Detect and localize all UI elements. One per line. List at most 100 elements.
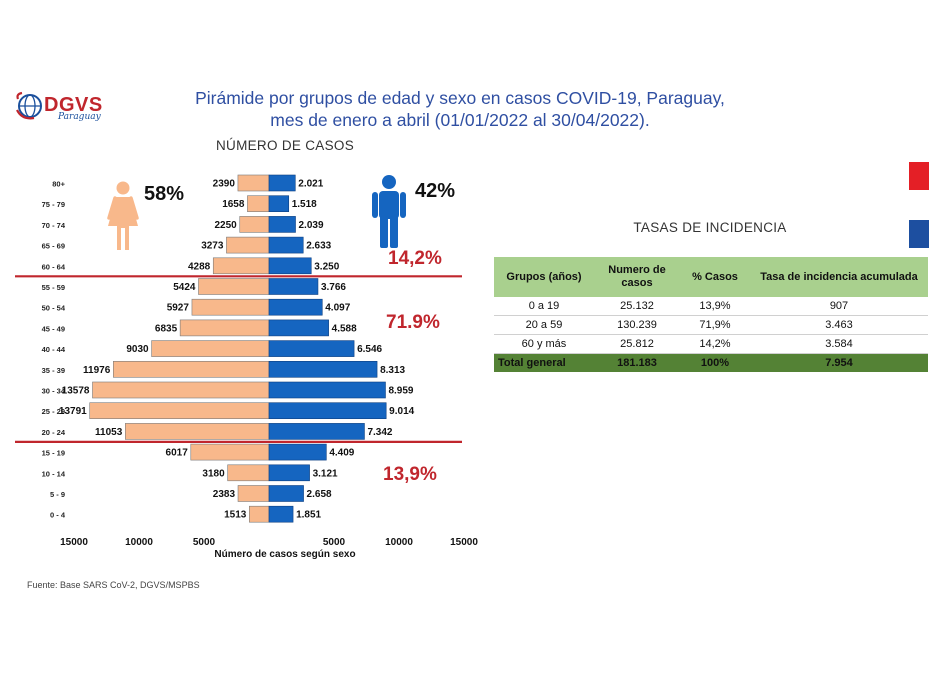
age-category-label: 80+ xyxy=(52,180,65,189)
table-cell: 907 xyxy=(750,297,928,316)
female-value-label: 2383 xyxy=(213,489,236,500)
male-figure-icon xyxy=(372,175,406,248)
dgvs-logo: DGVS Paraguay xyxy=(14,90,114,126)
table-cell: 130.239 xyxy=(594,315,680,335)
male-value-label: 1.518 xyxy=(292,199,317,210)
female-value-label: 11053 xyxy=(95,427,123,438)
male-value-label: 3.766 xyxy=(321,282,346,293)
female-bar xyxy=(151,340,270,357)
female-value-label: 2390 xyxy=(213,179,236,190)
pyramid-bars: 80+ 2390 2.021 75 - 79 1658 1.518 70 - 74 2250 2… xyxy=(15,174,462,523)
male-bar xyxy=(268,257,312,275)
group-percent-20-59: 71.9% xyxy=(386,312,440,333)
table-row: 0 a 19 25.132 13,9% 907 xyxy=(494,297,928,316)
pyramid-x-ticks: 15000 10000 5000 5000 10000 15000 xyxy=(60,537,478,548)
age-category-label: 65 - 69 xyxy=(42,242,65,251)
female-bar xyxy=(226,236,270,254)
age-category-label: 50 - 54 xyxy=(42,304,66,313)
table-header-cell: Tasa de incidencia acumulada xyxy=(750,257,928,297)
female-percent: 58% xyxy=(144,183,185,205)
male-percent: 42% xyxy=(415,180,456,202)
female-bar xyxy=(227,464,270,482)
female-bar xyxy=(198,278,270,295)
x-tick-label: 10000 xyxy=(125,537,153,548)
female-figure-icon xyxy=(107,181,139,250)
table-header-cell: Grupos (años) xyxy=(494,257,594,297)
table-cell: 25.132 xyxy=(594,297,680,316)
male-value-label: 4.409 xyxy=(329,448,354,459)
x-tick-label: 15000 xyxy=(450,537,478,548)
table-cell: 71,9% xyxy=(680,315,750,335)
female-bar xyxy=(113,360,270,378)
female-value-label: 3180 xyxy=(202,468,225,479)
female-bar xyxy=(190,443,270,461)
male-bar xyxy=(268,236,304,254)
female-bar xyxy=(237,174,270,192)
male-bar xyxy=(268,195,290,212)
male-value-label: 4.097 xyxy=(325,303,350,314)
page-title: Pirámide por grupos de edad y sexo en ca… xyxy=(140,87,780,131)
flag-red-stripe xyxy=(909,162,929,190)
female-value-label: 6835 xyxy=(155,323,178,334)
age-category-label: 75 - 79 xyxy=(42,200,65,209)
male-value-label: 9.014 xyxy=(389,406,414,417)
table-cell: Total general xyxy=(494,353,594,372)
female-value-label: 1658 xyxy=(222,199,245,210)
male-bar xyxy=(268,298,323,316)
female-bar xyxy=(191,298,270,316)
table-cell: 60 y más xyxy=(494,334,594,354)
globe-icon xyxy=(16,91,42,120)
table-cell: 3.463 xyxy=(750,315,928,335)
female-value-label: 5424 xyxy=(173,282,196,293)
female-value-label: 3273 xyxy=(201,241,224,252)
male-value-label: 3.250 xyxy=(314,261,339,272)
age-category-label: 10 - 14 xyxy=(42,469,66,478)
table-header-row: Grupos (años) Numero de casos % Casos Ta… xyxy=(494,257,928,297)
age-category-label: 30 - 34 xyxy=(42,387,66,396)
age-category-label: 45 - 49 xyxy=(42,324,65,333)
female-bar xyxy=(247,195,270,212)
female-bar xyxy=(92,381,270,399)
male-value-label: 2.039 xyxy=(299,220,324,231)
x-tick-label: 15000 xyxy=(60,537,88,548)
x-tick-label: 5000 xyxy=(323,537,346,548)
incidence-rates-table: Grupos (años) Numero de casos % Casos Ta… xyxy=(494,257,928,372)
table-cell: 0 a 19 xyxy=(494,297,594,316)
female-bar xyxy=(237,485,270,502)
x-tick-label: 10000 xyxy=(385,537,413,548)
table-cell: 100% xyxy=(680,353,750,372)
flag-blue-stripe xyxy=(909,220,929,248)
male-value-label: 6.546 xyxy=(357,344,382,355)
table-row: 60 y más 25.812 14,2% 3.584 xyxy=(494,334,928,354)
male-bar xyxy=(268,423,365,440)
female-bar xyxy=(89,402,270,420)
male-bar xyxy=(268,381,386,399)
age-category-label: 55 - 59 xyxy=(42,283,65,292)
x-tick-label: 5000 xyxy=(193,537,216,548)
table-cell: 3.584 xyxy=(750,334,928,354)
rates-heading: TASAS DE INCIDENCIA xyxy=(633,220,787,235)
female-value-label: 2250 xyxy=(215,220,238,231)
male-bar xyxy=(268,216,296,233)
title-line-2: mes de enero a abril (01/01/2022 al 30/0… xyxy=(270,110,650,130)
table-cell: 14,2% xyxy=(680,334,750,354)
female-value-label: 1513 xyxy=(224,510,247,521)
male-bar xyxy=(268,278,319,295)
table-cell: 7.954 xyxy=(750,353,928,372)
age-category-label: 15 - 19 xyxy=(42,449,65,458)
female-bar xyxy=(125,423,270,440)
male-bar xyxy=(268,360,378,378)
age-category-label: 35 - 39 xyxy=(42,366,65,375)
male-value-label: 2.658 xyxy=(307,489,332,500)
x-axis-label: Número de casos según sexo xyxy=(214,549,356,560)
female-bar xyxy=(179,319,270,337)
male-value-label: 4.588 xyxy=(332,323,357,334)
male-bar xyxy=(268,505,294,523)
male-bar xyxy=(268,485,304,502)
male-bar xyxy=(268,402,387,420)
female-value-label: 9030 xyxy=(126,344,149,355)
female-value-label: 13791 xyxy=(59,406,87,417)
table-header-cell: Numero de casos xyxy=(594,257,680,297)
male-value-label: 8.959 xyxy=(388,386,413,397)
